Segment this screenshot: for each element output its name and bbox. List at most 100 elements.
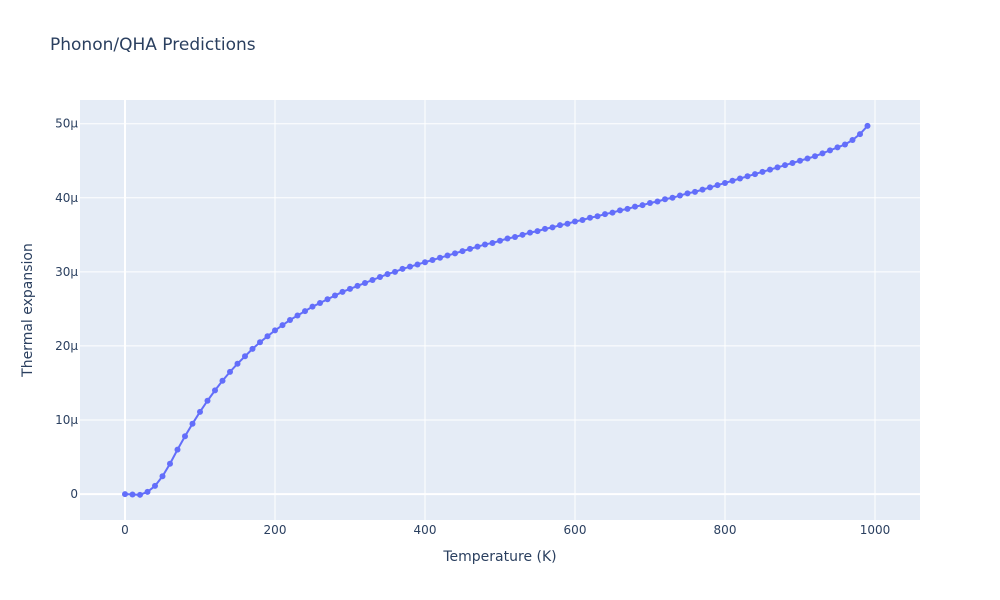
data-point[interactable]	[249, 345, 256, 352]
data-point[interactable]	[167, 460, 173, 467]
data-point[interactable]	[384, 271, 391, 278]
data-point[interactable]	[737, 175, 743, 182]
data-point[interactable]	[804, 155, 811, 162]
data-point[interactable]	[302, 308, 308, 315]
data-point[interactable]	[189, 420, 196, 427]
data-point[interactable]	[227, 368, 233, 375]
data-point[interactable]	[407, 263, 413, 270]
data-point[interactable]	[392, 268, 398, 275]
data-point[interactable]	[257, 339, 263, 346]
data-point[interactable]	[549, 224, 556, 231]
data-point[interactable]	[489, 239, 496, 246]
data-point[interactable]	[864, 122, 871, 129]
data-point[interactable]	[797, 157, 803, 164]
data-point[interactable]	[729, 177, 736, 184]
data-point[interactable]	[429, 257, 436, 263]
data-point[interactable]	[812, 153, 818, 160]
data-point[interactable]	[774, 164, 781, 171]
data-point[interactable]	[339, 288, 346, 295]
data-point[interactable]	[264, 333, 271, 340]
data-point[interactable]	[849, 137, 856, 143]
data-point[interactable]	[692, 188, 698, 195]
data-point[interactable]	[422, 259, 428, 266]
data-point[interactable]	[467, 245, 473, 252]
data-point[interactable]	[152, 482, 158, 489]
data-point[interactable]	[827, 147, 833, 154]
data-point[interactable]	[242, 353, 248, 360]
data-point[interactable]	[857, 131, 863, 138]
data-point[interactable]	[332, 292, 338, 299]
data-point[interactable]	[354, 282, 361, 289]
data-point[interactable]	[219, 377, 226, 384]
data-point[interactable]	[137, 491, 143, 498]
data-point[interactable]	[452, 250, 458, 257]
data-point[interactable]	[767, 166, 773, 173]
data-point[interactable]	[624, 205, 631, 212]
data-point[interactable]	[159, 473, 166, 480]
data-point[interactable]	[684, 190, 691, 197]
data-point[interactable]	[617, 207, 623, 214]
data-point[interactable]	[842, 141, 848, 148]
data-point[interactable]	[324, 296, 331, 303]
data-point[interactable]	[819, 150, 826, 157]
data-point[interactable]	[504, 235, 511, 242]
data-point[interactable]	[782, 162, 788, 169]
data-point[interactable]	[174, 446, 181, 453]
data-point[interactable]	[369, 277, 376, 283]
data-point[interactable]	[234, 360, 241, 367]
data-point[interactable]	[144, 488, 151, 495]
data-point[interactable]	[534, 228, 541, 235]
data-point[interactable]	[594, 213, 601, 220]
data-point[interactable]	[362, 279, 368, 286]
data-point[interactable]	[279, 322, 286, 329]
data-point[interactable]	[752, 171, 758, 178]
data-point[interactable]	[399, 265, 406, 272]
data-point[interactable]	[834, 144, 841, 151]
data-point[interactable]	[182, 433, 188, 440]
data-point[interactable]	[677, 192, 683, 199]
data-point[interactable]	[309, 303, 316, 310]
data-point[interactable]	[294, 312, 301, 319]
data-point[interactable]	[722, 179, 728, 186]
data-point[interactable]	[654, 198, 661, 205]
data-point[interactable]	[744, 173, 751, 180]
data-point[interactable]	[542, 225, 548, 232]
data-point[interactable]	[122, 491, 128, 498]
data-point[interactable]	[759, 168, 766, 175]
data-point[interactable]	[662, 196, 668, 203]
data-point[interactable]	[377, 274, 383, 281]
data-point[interactable]	[459, 248, 466, 255]
data-point[interactable]	[444, 252, 451, 259]
data-point[interactable]	[609, 209, 616, 216]
data-point[interactable]	[579, 217, 586, 223]
data-point[interactable]	[482, 241, 488, 248]
data-point[interactable]	[572, 218, 578, 225]
data-point[interactable]	[317, 299, 323, 306]
data-point[interactable]	[647, 199, 653, 206]
data-point[interactable]	[707, 184, 713, 191]
data-point[interactable]	[789, 159, 796, 166]
data-point[interactable]	[212, 387, 218, 394]
data-point[interactable]	[347, 285, 353, 292]
data-point[interactable]	[557, 222, 563, 229]
data-point[interactable]	[414, 261, 421, 268]
data-point[interactable]	[129, 491, 136, 498]
data-point[interactable]	[564, 220, 571, 227]
data-point[interactable]	[204, 397, 211, 404]
data-point[interactable]	[527, 229, 533, 236]
data-point[interactable]	[287, 317, 293, 323]
data-point[interactable]	[639, 202, 646, 209]
data-point[interactable]	[587, 214, 593, 221]
data-point[interactable]	[602, 211, 608, 218]
data-point[interactable]	[519, 231, 526, 238]
data-point[interactable]	[272, 327, 278, 334]
data-point[interactable]	[474, 243, 481, 250]
data-point[interactable]	[512, 234, 518, 241]
data-point[interactable]	[699, 186, 706, 193]
data-point[interactable]	[197, 408, 203, 415]
data-point[interactable]	[437, 254, 443, 261]
data-point[interactable]	[497, 237, 503, 244]
data-point[interactable]	[632, 203, 638, 210]
data-point[interactable]	[669, 194, 676, 201]
data-point[interactable]	[714, 182, 721, 189]
